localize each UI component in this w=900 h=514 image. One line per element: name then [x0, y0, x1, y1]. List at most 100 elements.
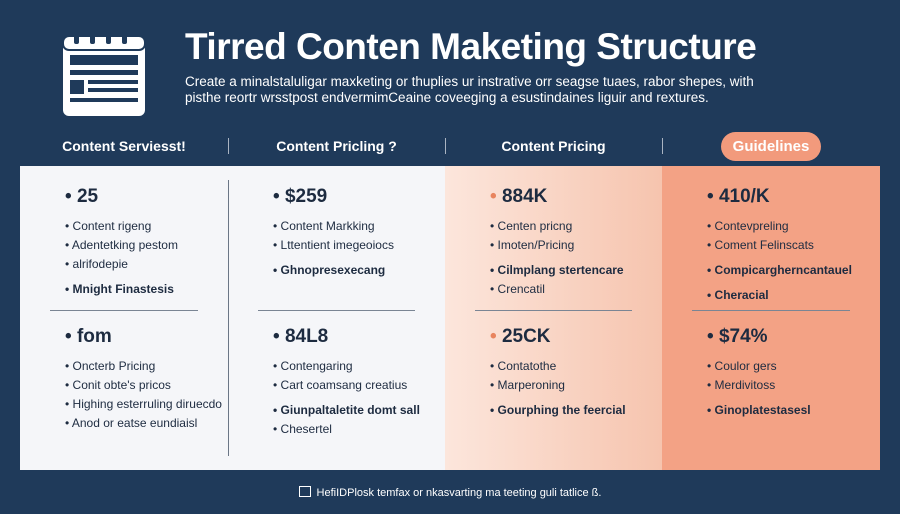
- item-text: Centen pricng: [497, 219, 573, 233]
- list-item: • Crencatil: [490, 280, 662, 299]
- bullet: •: [490, 359, 498, 373]
- column-heading: Content Pricing: [445, 138, 662, 154]
- list-item: • Gourphing the feercial: [490, 401, 662, 420]
- section: • $74% • Coulor gers • Merdivitoss • Ginopl…: [662, 326, 880, 420]
- section: • 410/K • Contevpreling • Coment Felinscat…: [662, 186, 880, 305]
- bullet: •: [490, 263, 498, 277]
- bullet: •: [707, 378, 715, 392]
- heading-text: Content Pricling ?: [276, 138, 397, 154]
- list-item: • Ginoplatestasesl: [707, 401, 880, 420]
- item-text: Ghnopresexecang: [280, 263, 386, 277]
- item-text: Content rigeng: [72, 219, 152, 233]
- headline-text: 25CK: [501, 326, 551, 347]
- list-item: • Content Markking: [273, 217, 445, 236]
- bullet: •: [65, 238, 72, 252]
- footer-text: HefiIDPlosk temfax or nkasvarting ma tee…: [316, 487, 602, 499]
- section: • 25 • Content rigeng • Adentetking pestom…: [20, 186, 228, 299]
- header-divider: [445, 138, 446, 154]
- item-text: Highing esterruling diruecdo: [72, 397, 222, 411]
- item-text: Lttentient imegeoiocs: [280, 238, 394, 252]
- bullet: •: [65, 219, 73, 233]
- bullet: •: [490, 186, 502, 207]
- list-item: • Anod or eatse eundiaisl: [65, 414, 228, 433]
- list-item: • Centen pricng: [490, 217, 662, 236]
- bullet: •: [65, 359, 73, 373]
- list-item: • Contevpreling: [707, 217, 880, 236]
- headline: • 25CK: [490, 326, 662, 348]
- bullet: •: [65, 257, 73, 271]
- item-text: Anod or eatse eundiaisl: [71, 416, 198, 430]
- section-divider: [692, 310, 850, 311]
- list-item: • Chesertel: [273, 420, 445, 439]
- item-text: Contevpreling: [714, 219, 789, 233]
- bullet: •: [490, 378, 498, 392]
- list-item: • Oncterb Pricing: [65, 357, 228, 376]
- headline-text: 25: [76, 186, 99, 207]
- section: • 25CK • Contatothe • Marperoning • Gourphi…: [445, 326, 662, 420]
- item-text: Merdivitoss: [714, 378, 776, 392]
- list-item: • Coment Felinscats: [707, 236, 880, 255]
- bullet: •: [273, 378, 281, 392]
- list-item: • Imoten/Pricing: [490, 236, 662, 255]
- headline-text: $259: [284, 186, 328, 207]
- list-item: • Merdivitoss: [707, 376, 880, 395]
- bullet: •: [707, 326, 719, 347]
- footer: HefiIDPlosk temfax or nkasvarting ma tee…: [0, 486, 900, 499]
- bullet: •: [490, 326, 502, 347]
- item-text: Cheracial: [714, 288, 769, 302]
- bullet: •: [273, 263, 281, 277]
- item-text: Compicargherncantauel: [714, 263, 852, 277]
- headline: • 410/K: [707, 186, 880, 208]
- bullet: •: [273, 219, 281, 233]
- list-item: • Cart coamsang creatius: [273, 376, 445, 395]
- list-item: • Contengaring: [273, 357, 445, 376]
- item-text: Gourphing the feercial: [497, 403, 626, 417]
- headline: • 84L8: [273, 326, 445, 348]
- item-text: Coment Felinscats: [714, 238, 814, 252]
- headline: • 25: [65, 186, 228, 208]
- item-text: Oncterb Pricing: [72, 359, 156, 373]
- column-divider: [228, 180, 229, 456]
- item-text: Conit obte's pricos: [72, 378, 171, 392]
- bullet: •: [273, 186, 285, 207]
- item-text: Cilmplang stertencare: [497, 263, 624, 277]
- column: • 884K • Centen pricng • Imoten/Pricing • C…: [445, 166, 662, 470]
- item-text: Crencatil: [497, 282, 545, 296]
- bullet: •: [273, 403, 281, 417]
- column: • $259 • Content Markking • Lttentient ime…: [228, 166, 445, 470]
- item-text: Ginoplatestasesl: [714, 403, 811, 417]
- section: • fom • Oncterb Pricing • Conit obte's pri…: [20, 326, 228, 433]
- list-item: • Cilmplang stertencare: [490, 261, 662, 280]
- list-item: • Cheracial: [707, 286, 880, 305]
- bullet: •: [707, 219, 715, 233]
- list-item: • Adentetking pestom: [65, 236, 228, 255]
- item-text: Cart coamsang creatius: [280, 378, 408, 392]
- headline: • fom: [65, 326, 228, 348]
- column: • 410/K • Contevpreling • Coment Felinscat…: [662, 166, 880, 470]
- list-item: • Giunpaltaletite domt sall: [273, 401, 445, 420]
- item-text: Mnight Finastesis: [72, 282, 174, 296]
- column-heading: Content Serviesst!: [20, 138, 228, 154]
- list-item: • Marperoning: [490, 376, 662, 395]
- list-item: • Highing esterruling diruecdo: [65, 395, 228, 414]
- section: • 84L8 • Contengaring • Cart coamsang crea…: [228, 326, 445, 439]
- bullet: •: [707, 238, 715, 252]
- bullet: •: [707, 186, 719, 207]
- document-icon: [62, 32, 146, 116]
- heading-text: Content Serviesst!: [62, 138, 186, 154]
- headline: • $259: [273, 186, 445, 208]
- item-text: Adentetking pestom: [71, 238, 178, 252]
- item-text: Imoten/Pricing: [497, 238, 575, 252]
- bullet: •: [707, 359, 715, 373]
- item-text: alrifodepie: [72, 257, 128, 271]
- bullet: •: [65, 416, 72, 430]
- headline-text: 884K: [501, 186, 548, 207]
- title: Tirred Conten Maketing Structure: [185, 26, 757, 67]
- column-heading: Content Pricling ?: [228, 138, 445, 154]
- headline-text: 84L8: [284, 326, 329, 347]
- headline-text: 410/K: [718, 186, 770, 207]
- bullet: •: [273, 238, 281, 252]
- item-text: Giunpaltaletite domt sall: [280, 403, 420, 417]
- header-divider: [662, 138, 663, 154]
